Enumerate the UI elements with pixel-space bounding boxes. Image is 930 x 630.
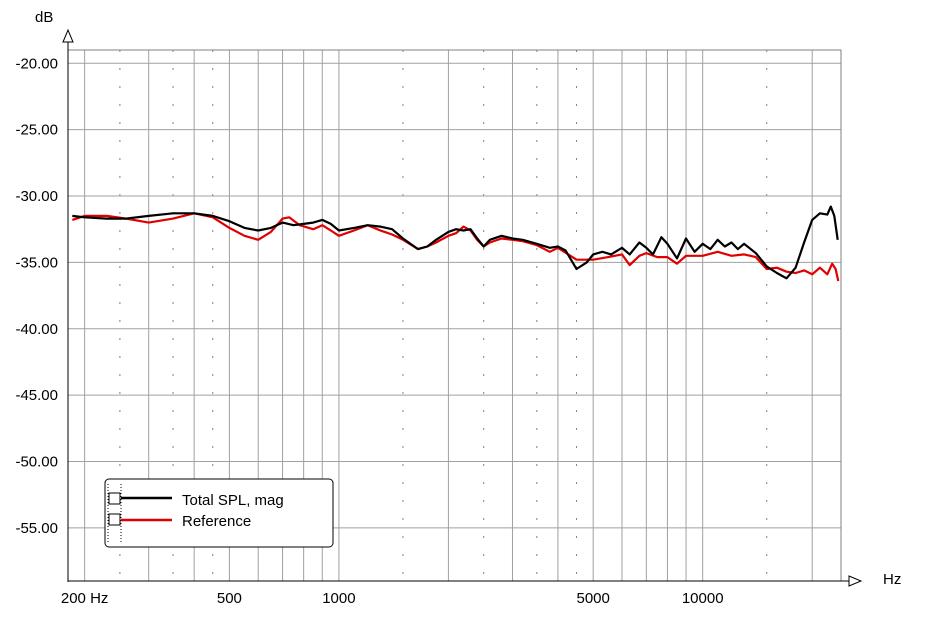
legend-box xyxy=(104,478,334,548)
legend-label-reference: Reference xyxy=(182,513,251,530)
x-tick-label: 5000 xyxy=(576,590,609,607)
major-grid xyxy=(68,50,841,581)
legend: Total SPL, mag Reference xyxy=(104,478,334,548)
y-tick-label: -20.00 xyxy=(15,55,58,72)
x-axis-label: Hz xyxy=(883,571,901,588)
series-line-total-spl-mag xyxy=(72,205,839,280)
series-line-reference xyxy=(71,212,840,282)
y-tick-label: -55.00 xyxy=(15,520,58,537)
y-tick-labels: -20.00 -25.00 -30.00 -35.00 -40.00 -45.00 -50.… xyxy=(15,55,58,537)
y-axis-label: dB xyxy=(35,9,53,26)
series-lines xyxy=(71,205,840,282)
y-axis-arrow-icon xyxy=(62,28,74,43)
y-tick-label: -25.00 xyxy=(15,122,58,139)
x-tick-label: 500 xyxy=(217,590,242,607)
y-tick-label: -50.00 xyxy=(15,454,58,471)
y-tick-label: -30.00 xyxy=(15,188,58,205)
y-tick-label: -45.00 xyxy=(15,387,58,404)
x-tick-label: 1000 xyxy=(322,590,355,607)
x-tick-label: 10000 xyxy=(682,590,724,607)
x-axis-arrow-icon xyxy=(848,575,863,587)
legend-label-total-spl: Total SPL, mag xyxy=(182,492,284,509)
y-tick-label: -35.00 xyxy=(15,254,58,271)
y-tick-label: -40.00 xyxy=(15,321,58,338)
legend-checkbox-reference[interactable] xyxy=(108,513,121,526)
x-tick-label: 200 Hz xyxy=(61,590,109,607)
x-tick-labels: 200 Hz 500 1000 5000 10000 xyxy=(61,590,724,607)
axes xyxy=(62,28,863,587)
legend-checkbox-total-spl[interactable] xyxy=(108,492,121,505)
